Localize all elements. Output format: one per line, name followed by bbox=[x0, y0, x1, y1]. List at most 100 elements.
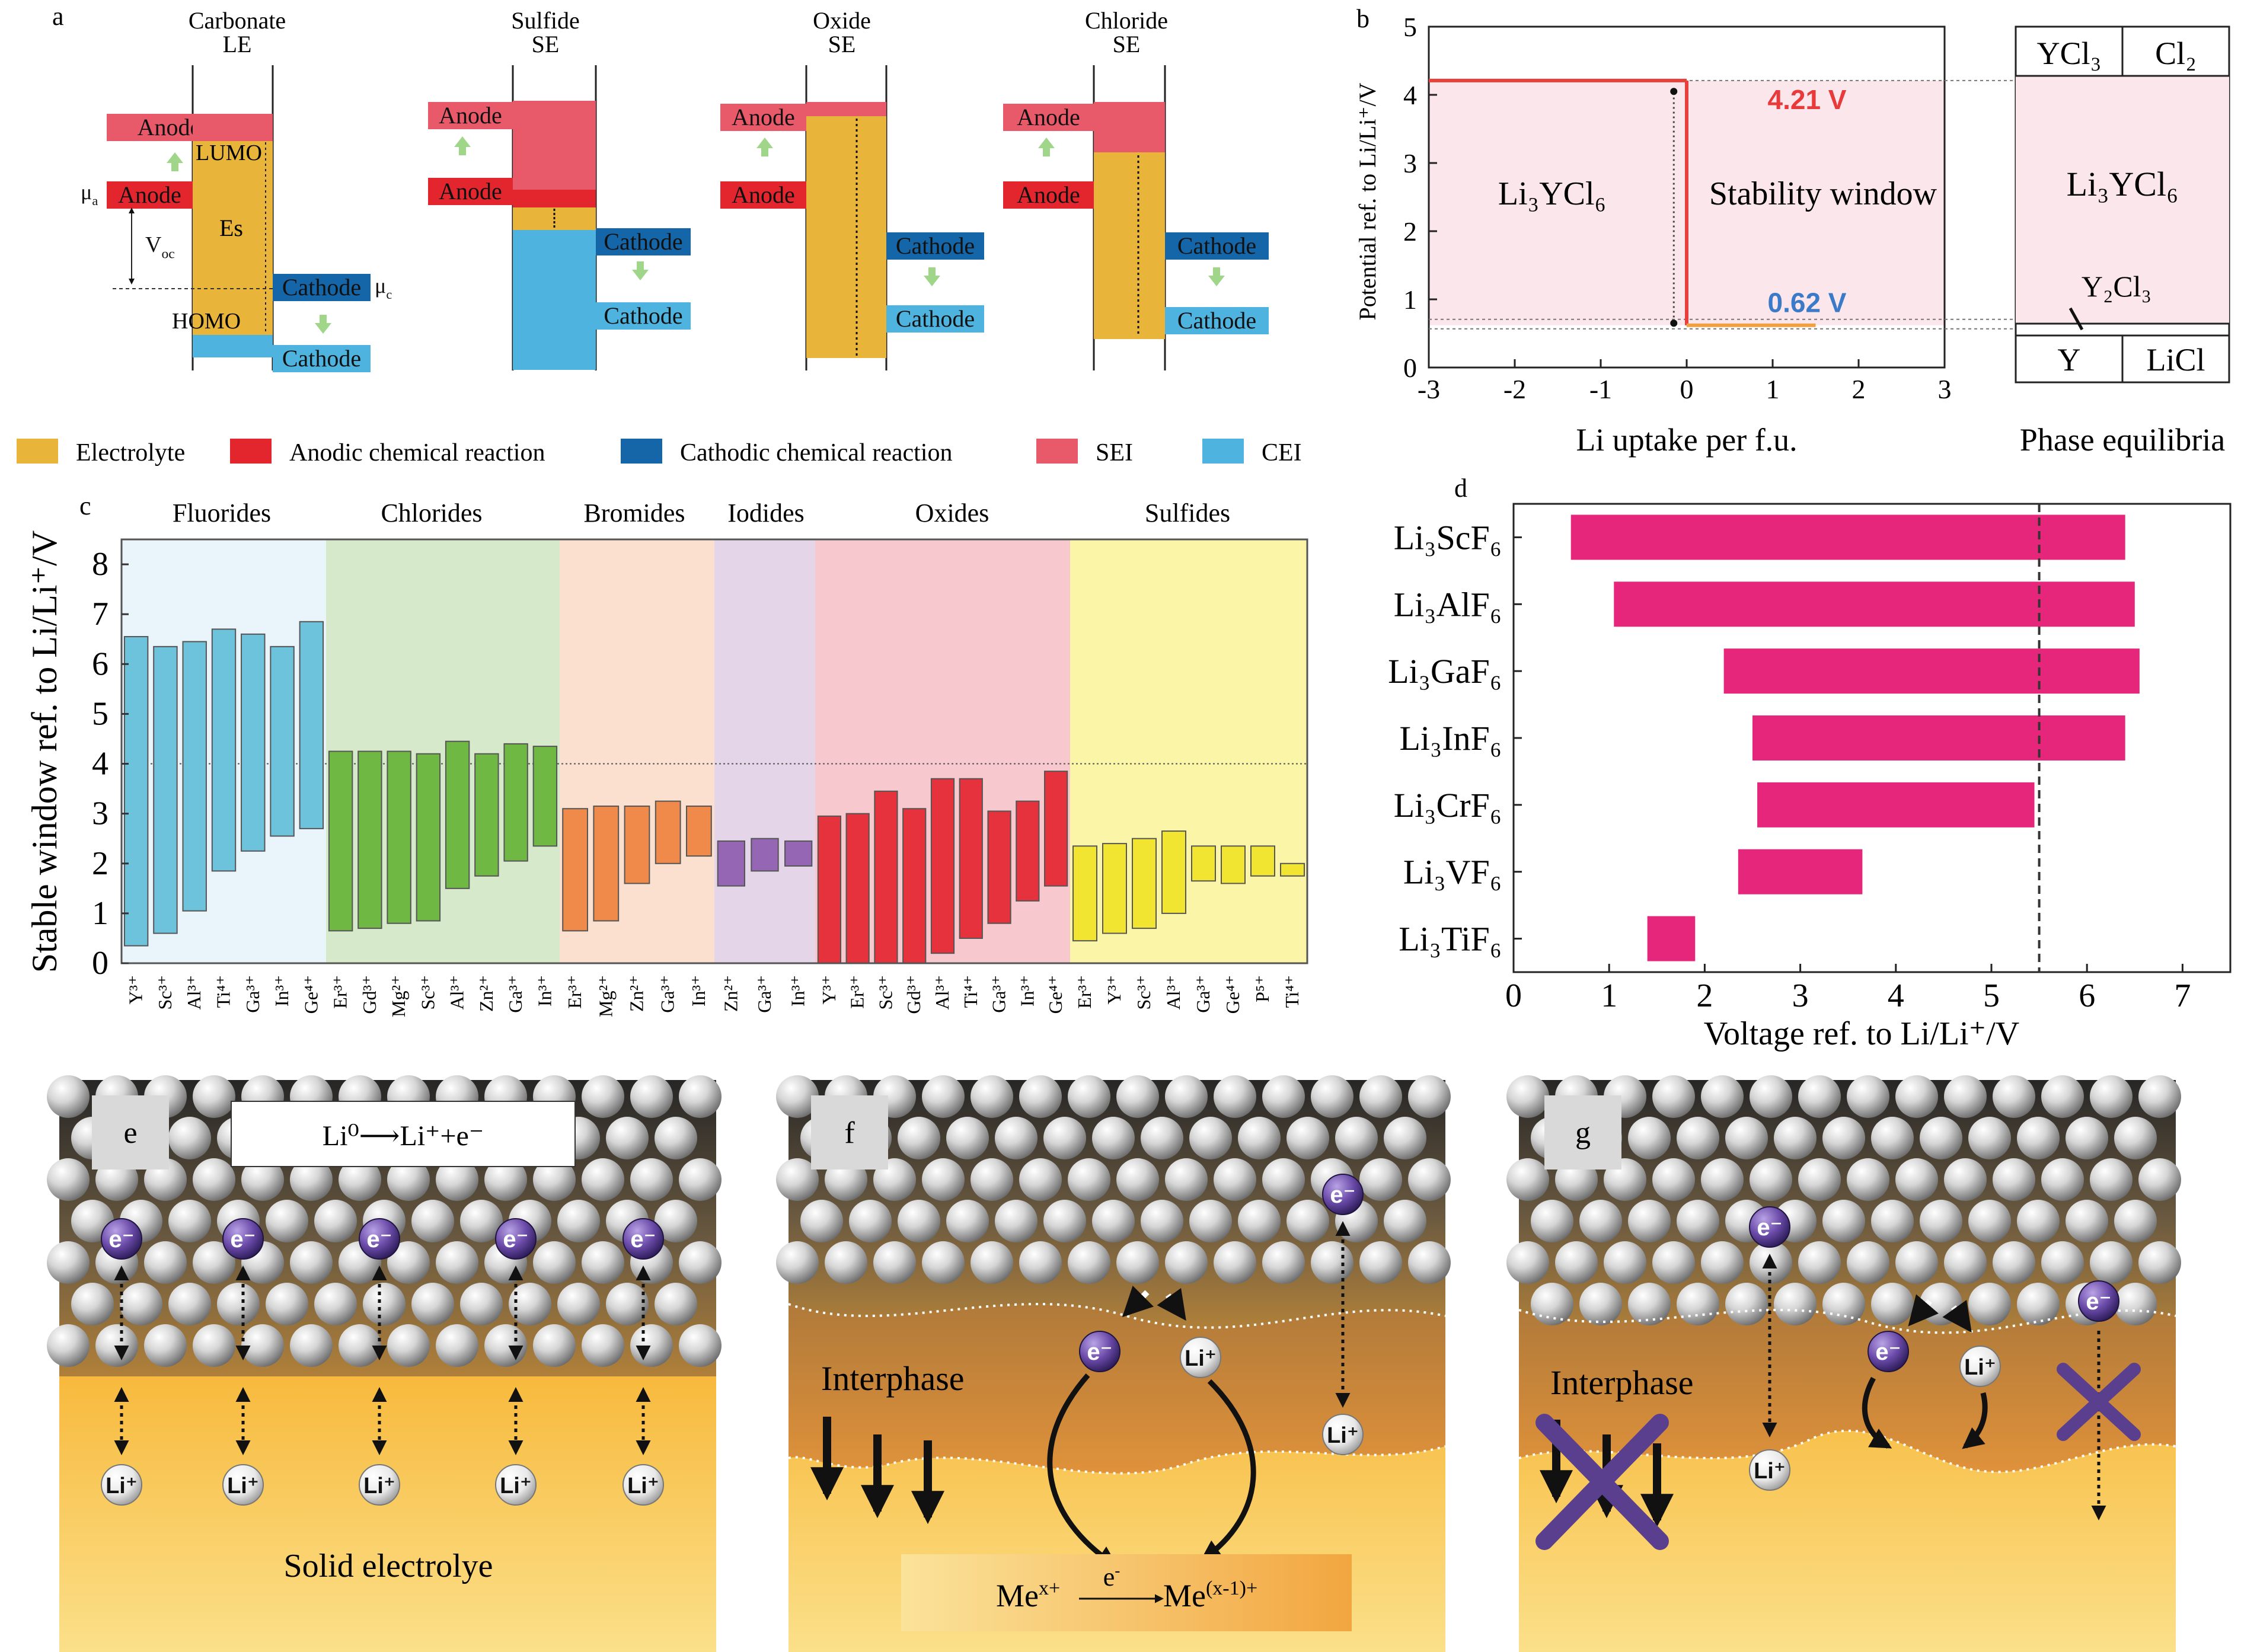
electron-label: e⁻ bbox=[630, 1226, 656, 1252]
window-bar bbox=[1250, 845, 1275, 877]
metal-atom bbox=[2090, 1158, 2133, 1201]
metal-atom bbox=[2138, 1075, 2181, 1118]
metal-atom bbox=[387, 1241, 430, 1284]
pe-pointer bbox=[2068, 307, 2084, 331]
lithium-sphere bbox=[359, 1464, 400, 1506]
y-tick-label: 0 bbox=[1403, 353, 1417, 383]
metal-atom bbox=[1677, 1117, 1719, 1159]
metal-atom bbox=[1116, 1158, 1159, 1201]
metal-atom bbox=[2138, 1241, 2181, 1284]
metal-atom bbox=[484, 1158, 527, 1201]
cathode-label: Cathode bbox=[1177, 232, 1256, 259]
metal-atom bbox=[1384, 1200, 1426, 1242]
anodic-layer bbox=[513, 190, 596, 207]
metal-atom bbox=[484, 1324, 527, 1367]
lithium-label: Li⁺ bbox=[627, 1474, 659, 1498]
metal-atom bbox=[1604, 1241, 1646, 1284]
window-bar bbox=[751, 838, 779, 872]
x-tick-label: 3 bbox=[1938, 374, 1952, 404]
metal-atom bbox=[655, 1117, 697, 1159]
up-arrow bbox=[1038, 138, 1055, 156]
cathode-box bbox=[1165, 232, 1269, 260]
x-tick-label: 4 bbox=[1888, 977, 1904, 1014]
panel-d-letter: d bbox=[1454, 474, 1467, 503]
ion-label: Ga³⁺ bbox=[242, 975, 263, 1013]
interphase-layer bbox=[788, 1304, 1445, 1474]
ion-label: Mg²⁺ bbox=[388, 975, 409, 1017]
down-arrow bbox=[924, 267, 940, 286]
range-bar bbox=[1647, 916, 1696, 961]
ion-label: Al³⁺ bbox=[1163, 975, 1184, 1009]
electron-label: e⁻ bbox=[366, 1226, 392, 1252]
ion-label: In³⁺ bbox=[787, 975, 809, 1006]
metal-atom bbox=[606, 1283, 649, 1325]
ion-label: Zn²⁺ bbox=[720, 975, 741, 1012]
letter-box bbox=[811, 1095, 888, 1169]
metal-atom bbox=[120, 1283, 162, 1325]
anode-box bbox=[1003, 104, 1094, 131]
metal-atom bbox=[2041, 1241, 2084, 1284]
metal-atom bbox=[95, 1324, 138, 1367]
ion-label: Al³⁺ bbox=[183, 975, 205, 1009]
metal-atom bbox=[168, 1117, 211, 1159]
cathode-box bbox=[886, 232, 984, 260]
metal-atom bbox=[1993, 1241, 2035, 1284]
metal-atom bbox=[1311, 1075, 1353, 1118]
plot-frame bbox=[120, 538, 1308, 964]
x-axis-label: Li uptake per f.u. bbox=[1576, 422, 1797, 458]
metal-atom bbox=[582, 1324, 624, 1367]
electron-label: e⁻ bbox=[1330, 1182, 1355, 1208]
reaction-electron: e- bbox=[1103, 1561, 1120, 1592]
cathode-box bbox=[886, 305, 984, 333]
metal-atom bbox=[509, 1283, 551, 1325]
lithium-sphere bbox=[1180, 1337, 1221, 1378]
window-bar bbox=[1161, 830, 1186, 914]
ion-label: Ti⁴⁺ bbox=[960, 975, 981, 1008]
metal-atom bbox=[1068, 1075, 1110, 1118]
panel-b: b 4.21 V 0.62 V Li₃YCl₆ Stability window -3 -… bbox=[1354, 4, 2230, 458]
metal-atom bbox=[1895, 1241, 1938, 1284]
metal-atom bbox=[168, 1200, 211, 1242]
metal-atom bbox=[1043, 1200, 1086, 1242]
legend-label: CEI bbox=[1262, 439, 1302, 466]
lithium-label: Li⁺ bbox=[1185, 1346, 1217, 1371]
metal-atom bbox=[1750, 1075, 1792, 1118]
lithium-label: Li⁺ bbox=[363, 1474, 395, 1498]
cathode-label: Cathode bbox=[604, 228, 682, 255]
electron-sphere bbox=[1322, 1174, 1364, 1215]
legend-swatch bbox=[17, 439, 58, 464]
ion-label: In³⁺ bbox=[688, 975, 709, 1006]
voc-label: Voc bbox=[145, 232, 175, 262]
up-arrow bbox=[454, 136, 471, 155]
white-arrow bbox=[1157, 1287, 1186, 1321]
y-tick-label: 4 bbox=[1403, 80, 1417, 110]
electron-label: e⁻ bbox=[2086, 1289, 2111, 1315]
metal-atom bbox=[290, 1324, 333, 1367]
down-arrow bbox=[1208, 267, 1225, 286]
lithium-label: Li⁺ bbox=[500, 1474, 532, 1498]
window-bar bbox=[1044, 771, 1068, 887]
es-label: Es bbox=[219, 215, 243, 241]
metal-atom bbox=[1286, 1200, 1329, 1242]
ion-label: Y³⁺ bbox=[1103, 975, 1125, 1005]
reaction-text: Li⁰⟶Li⁺+e⁻ bbox=[323, 1120, 484, 1152]
metal-atom bbox=[849, 1200, 892, 1242]
anode-label: Anode bbox=[439, 178, 502, 204]
metal-atom bbox=[557, 1283, 600, 1325]
pe-title: Phase equilibria bbox=[2020, 422, 2225, 458]
metal-atom bbox=[1531, 1283, 1573, 1325]
metal-atom bbox=[168, 1283, 211, 1325]
y-tick-label: 3 bbox=[92, 795, 108, 832]
ion-label: Ga³⁺ bbox=[1192, 975, 1214, 1013]
y-tick-label: 6 bbox=[92, 646, 108, 682]
down-arrow bbox=[315, 315, 331, 334]
electron-sphere bbox=[622, 1218, 664, 1260]
blocked-cross bbox=[2057, 1363, 2141, 1441]
metal-atom bbox=[1944, 1075, 1987, 1118]
window-bar bbox=[153, 646, 178, 934]
metal-atom bbox=[1359, 1075, 1402, 1118]
metal-atom bbox=[1408, 1241, 1451, 1284]
metal-atom bbox=[1968, 1117, 2011, 1159]
window-bar bbox=[445, 740, 470, 889]
metal-atom bbox=[241, 1158, 284, 1201]
